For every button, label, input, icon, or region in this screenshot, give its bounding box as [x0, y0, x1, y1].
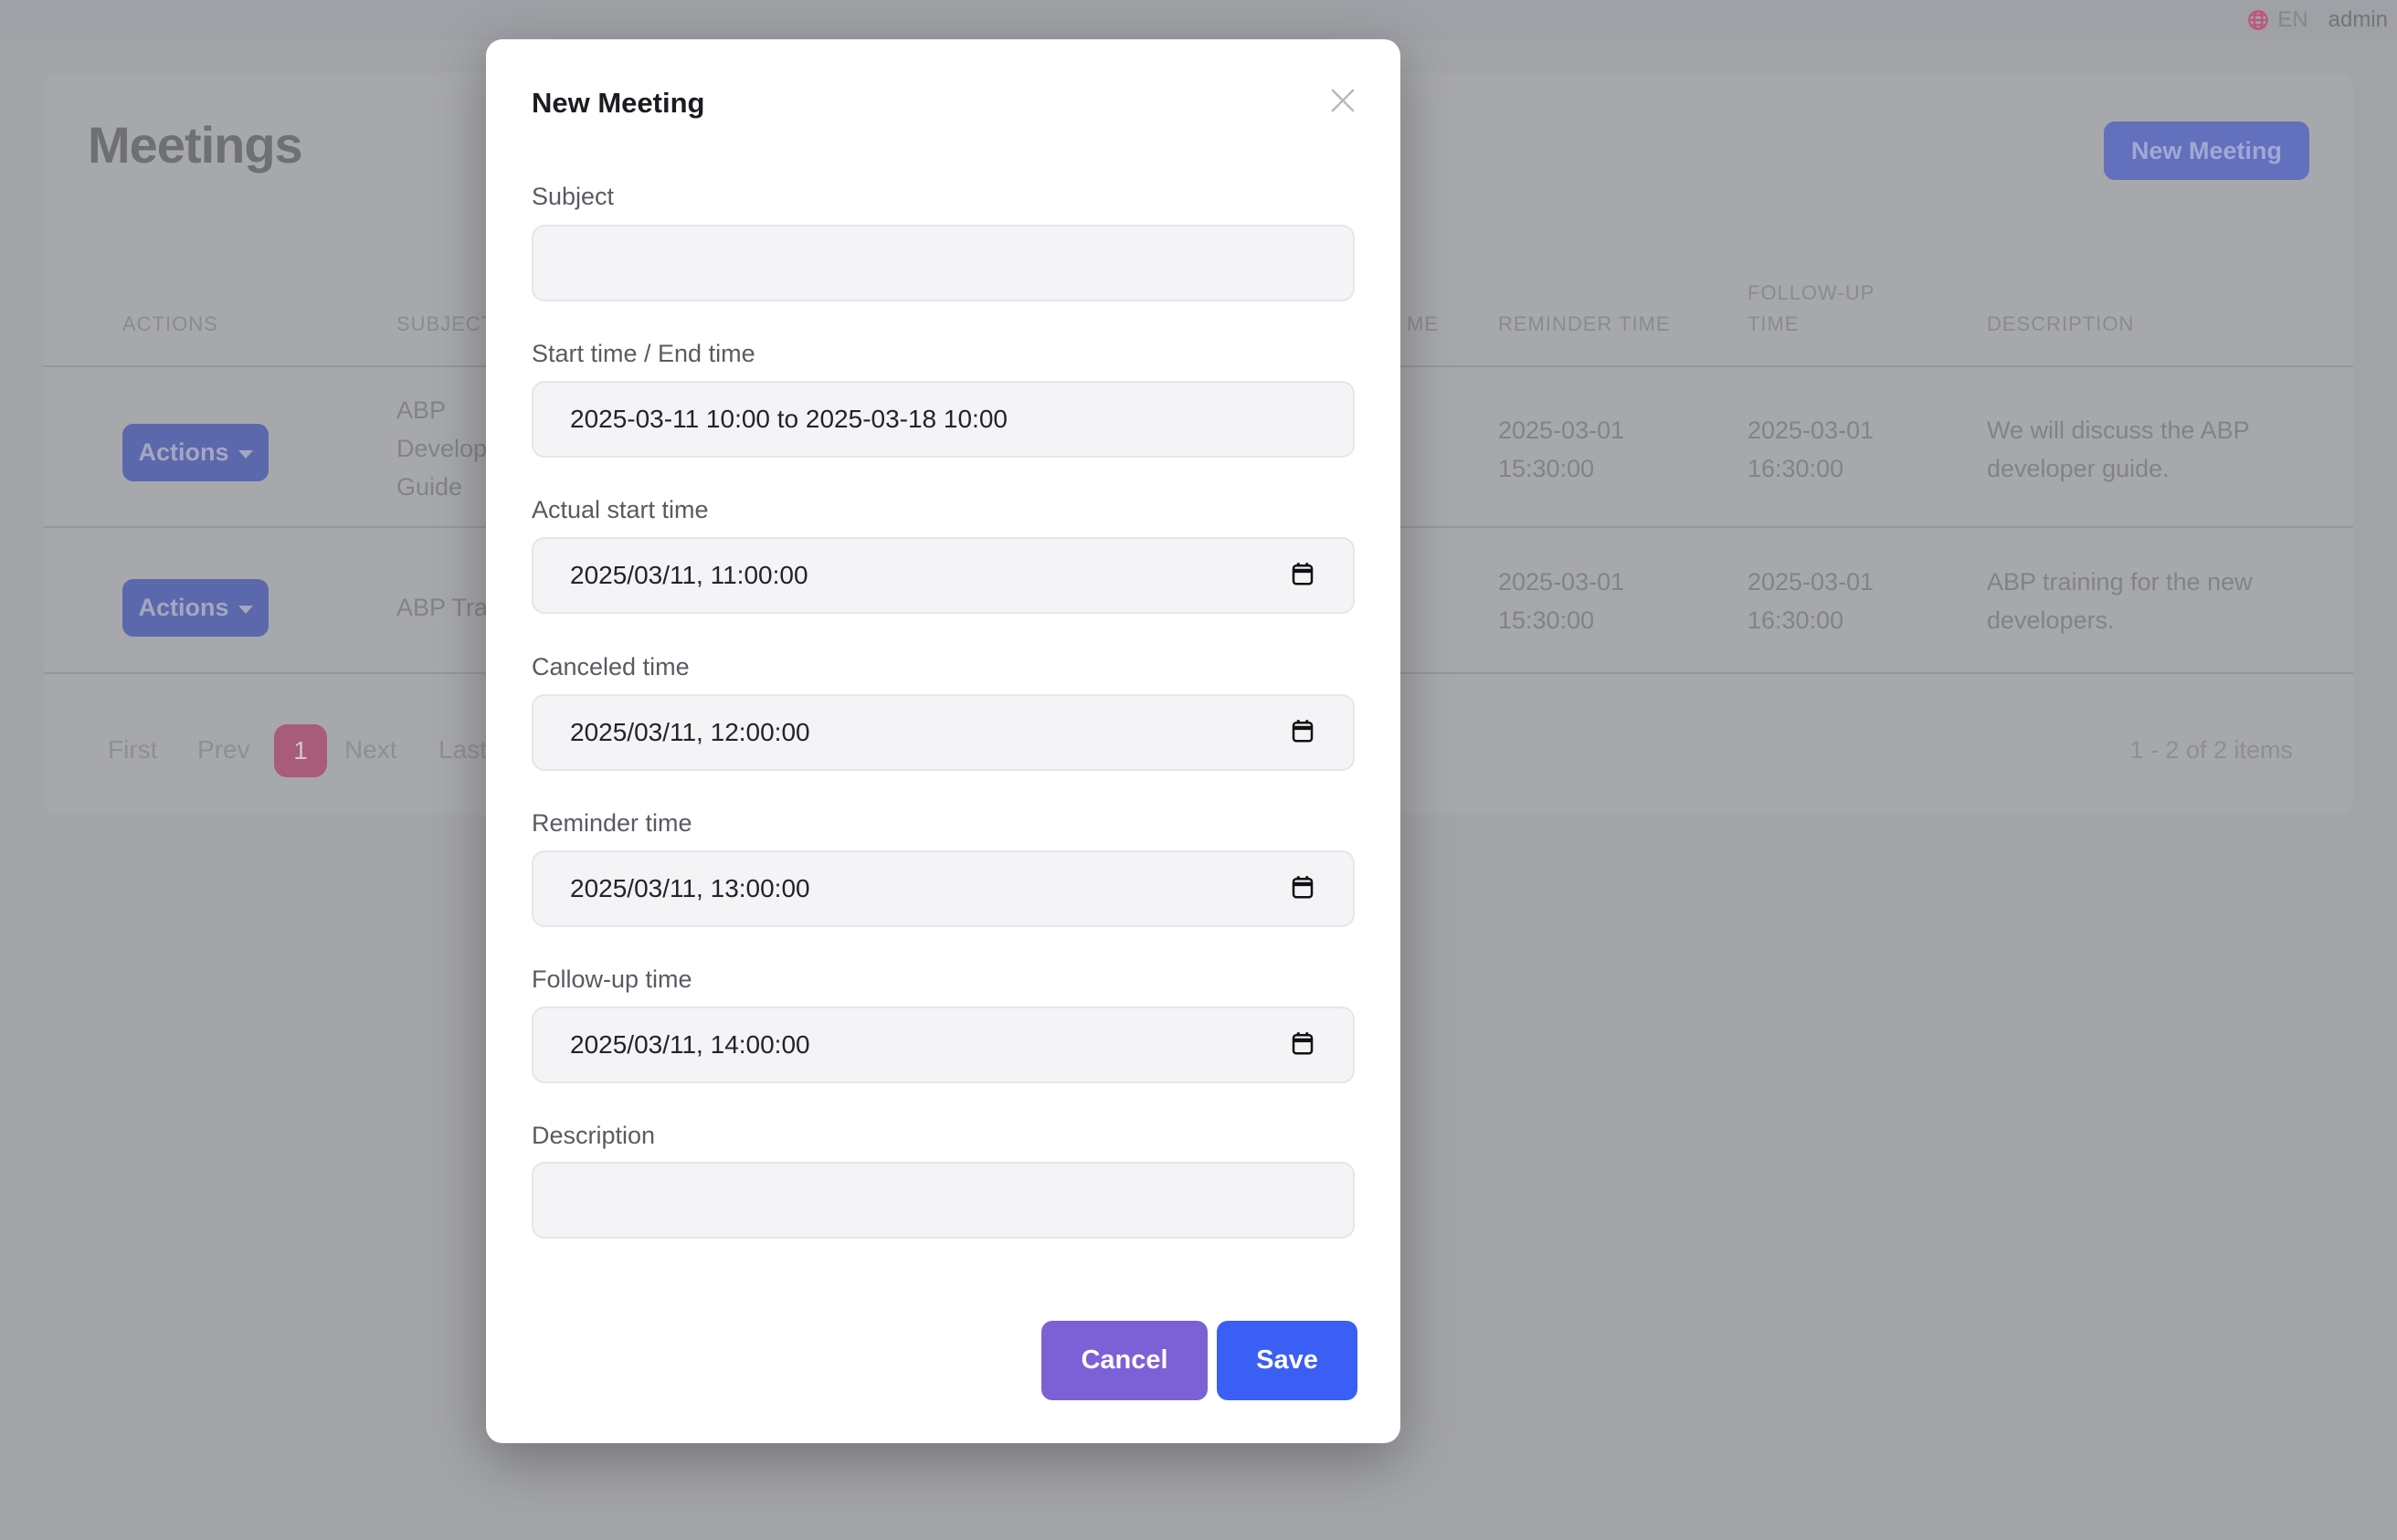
close-icon — [1325, 83, 1360, 118]
actual-start-time-value: 2025/03/11, 11:00:00 — [570, 561, 808, 589]
description-textarea[interactable] — [532, 1162, 1355, 1239]
column-header-description: DESCRIPTION — [1987, 312, 2135, 335]
actual-start-time-input[interactable]: 2025/03/11, 11:00:00 — [532, 537, 1355, 614]
top-navbar: EN admin — [0, 0, 2397, 40]
cancel-button[interactable]: Cancel — [1041, 1321, 1208, 1400]
cell-reminder-time: 2025-03-01 15:30:00 — [1498, 417, 1625, 482]
cell-description: We will discuss the ABP developer guide. — [1987, 417, 2250, 482]
start-end-time-value: 2025-03-11 10:00 to 2025-03-18 10:00 — [570, 405, 1008, 433]
cell-subject: ABP Developer Guide — [396, 396, 510, 501]
modal-title: New Meeting — [532, 87, 705, 119]
follow-up-time-value: 2025/03/11, 14:00:00 — [570, 1030, 810, 1059]
caret-down-icon — [238, 449, 253, 459]
cell-follow-up-time: 2025-03-01 16:30:00 — [1748, 417, 1874, 482]
pagination-last[interactable]: Last — [438, 735, 487, 764]
pagination-current-page[interactable]: 1 — [274, 724, 327, 777]
user-menu[interactable]: admin — [2328, 7, 2388, 32]
reminder-time-value: 2025/03/11, 13:00:00 — [570, 874, 810, 902]
row-actions-button[interactable]: Actions — [122, 424, 269, 481]
actual-start-time-label: Actual start time — [532, 496, 709, 523]
canceled-time-value: 2025/03/11, 12:00:00 — [570, 718, 810, 746]
follow-up-time-input[interactable]: 2025/03/11, 14:00:00 — [532, 1007, 1355, 1083]
column-header-end-time-partial: ME — [1407, 312, 1439, 335]
column-header-reminder-time: REMINDER TIME — [1498, 312, 1671, 335]
subject-input[interactable] — [532, 225, 1355, 301]
reminder-time-input[interactable]: 2025/03/11, 13:00:00 — [532, 850, 1355, 927]
actions-button-label: Actions — [138, 594, 229, 621]
cell-description: ABP training for the new developers. — [1987, 568, 2253, 634]
reminder-time-label: Reminder time — [532, 809, 692, 837]
follow-up-time-label: Follow-up time — [532, 965, 692, 993]
pagination-prev[interactable]: Prev — [197, 735, 250, 764]
start-end-time-label: Start time / End time — [532, 340, 755, 367]
pagination-summary: 1 - 2 of 2 items — [2129, 736, 2293, 764]
calendar-icon[interactable] — [1289, 1029, 1316, 1061]
column-header-subject: SUBJECT — [396, 312, 495, 335]
cell-follow-up-time: 2025-03-01 16:30:00 — [1748, 568, 1874, 634]
cell-reminder-time: 2025-03-01 15:30:00 — [1498, 568, 1625, 634]
row-actions-button[interactable]: Actions — [122, 579, 269, 637]
language-label: EN — [2277, 7, 2308, 32]
page-title: Meetings — [88, 116, 303, 174]
canceled-time-input[interactable]: 2025/03/11, 12:00:00 — [532, 694, 1355, 771]
calendar-icon[interactable] — [1289, 873, 1316, 905]
new-meeting-button[interactable]: New Meeting — [2103, 121, 2309, 180]
canceled-time-label: Canceled time — [532, 653, 690, 680]
pagination-next[interactable]: Next — [344, 735, 397, 764]
actions-button-label: Actions — [138, 438, 229, 466]
new-meeting-modal: New Meeting Subject Start time / End tim… — [486, 39, 1400, 1443]
start-end-time-input[interactable]: 2025-03-11 10:00 to 2025-03-18 10:00 — [532, 381, 1355, 458]
caret-down-icon — [238, 605, 253, 614]
column-header-actions: ACTIONS — [122, 312, 218, 335]
calendar-icon[interactable] — [1289, 560, 1316, 592]
globe-icon — [2246, 8, 2270, 32]
modal-close-button[interactable] — [1322, 79, 1364, 121]
subject-label: Subject — [532, 183, 615, 210]
calendar-icon[interactable] — [1289, 717, 1316, 749]
save-button[interactable]: Save — [1217, 1321, 1357, 1400]
pagination: First Prev 1 Next Last 1 - 2 of 2 items — [44, 723, 2353, 778]
description-label: Description — [532, 1122, 656, 1149]
language-switcher[interactable]: EN — [2246, 7, 2308, 33]
pagination-first[interactable]: First — [108, 735, 158, 764]
column-header-follow-up-time: FOLLOW-UP TIME — [1748, 281, 1874, 335]
